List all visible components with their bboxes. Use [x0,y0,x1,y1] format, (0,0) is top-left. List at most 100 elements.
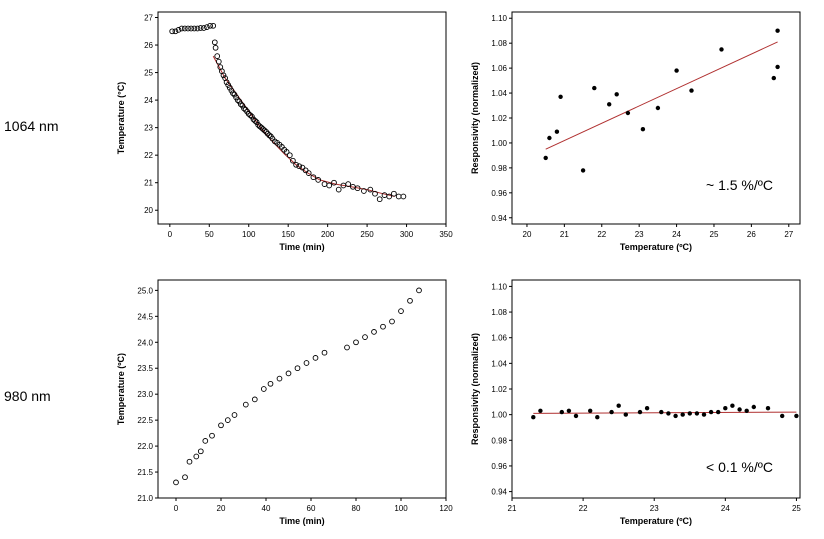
data-point [209,432,215,439]
y-tick-label: 0.94 [491,488,507,497]
data-point [640,127,646,132]
data-point [293,161,299,168]
data-point [592,85,597,91]
data-point [260,126,266,132]
data-point [202,438,209,444]
data-point [644,406,650,411]
row-label-1064: 1064 nm [4,118,59,134]
data-point [407,297,413,304]
y-tick-label: 0.96 [491,189,507,198]
data-point [212,44,219,51]
data-point [331,179,337,186]
data-point [197,25,204,31]
chart-bottom-left: 0 20 40 60 80 100 120 21.0 21.5 22.0 22.5 23.0 23.5 2… [116,279,453,526]
data-point [285,370,292,377]
data-point [249,113,255,120]
data-point [188,25,194,32]
data-point [614,92,619,97]
data-point [214,53,221,59]
data-point [730,403,735,408]
data-point [210,22,217,29]
data-point [266,132,273,139]
row-label-980: 980 nm [4,388,51,404]
data-point [794,413,799,419]
data-point [181,25,188,32]
data-point [239,102,246,109]
data-point [775,28,780,33]
data-point [197,448,204,455]
data-point [294,365,301,372]
y-tick-label: 0.98 [491,164,507,173]
data-point [780,413,785,419]
data-point [261,127,268,134]
data-point [538,408,543,413]
data-point [609,409,614,415]
data-point [312,355,319,361]
y-tick-label: 22 [144,151,153,160]
x-tick-label: 50 [205,230,214,239]
data-point [326,182,333,189]
y-axis-label: Responsivity (normalized) [470,333,480,445]
chart-top-right: 20 21 22 23 24 25 26 27 0.94 0.96 0.98 1.00 1.02 1.04… [470,11,801,252]
data-point [666,411,671,416]
data-point [231,412,238,418]
data-point [566,408,572,413]
data-point [321,181,328,187]
data-point [191,25,198,32]
data-point [296,163,303,170]
data-point [637,409,643,415]
data-point [558,94,563,100]
y-tick-label: 1.02 [491,385,507,394]
fit-line [533,411,797,414]
y-tick-label: 21.0 [137,494,153,503]
x-axis-label: Temperature (ºC) [620,516,692,526]
data-point [186,458,193,465]
data-point [395,193,402,200]
x-tick-label: 21 [508,504,517,513]
data-point [416,287,422,294]
data-point [655,105,661,111]
y-tick-label: 1.08 [491,39,507,48]
data-point [223,79,230,86]
y-tick-label: 1.02 [491,114,507,123]
y-tick-label: 25 [144,69,153,78]
x-tick-label: 100 [242,230,256,239]
data-point [231,91,238,98]
data-point [694,411,700,416]
y-axis-label: Temperature (ºC) [116,353,126,425]
x-tick-label: 23 [650,504,659,513]
data-point [224,417,231,423]
data-point [276,375,283,382]
data-point [367,186,374,193]
data-point [283,149,290,155]
fit-line [212,55,395,197]
y-tick-label: 1.06 [491,334,507,343]
x-tick-label: 0 [168,230,173,239]
data-point [595,415,600,420]
data-point [242,401,249,408]
data-point [580,168,586,173]
data-point [345,181,352,187]
data-point [258,124,265,131]
y-tick-label: 21.5 [137,468,153,477]
y-tick-label: 24.0 [137,338,153,347]
data-point [689,88,694,93]
data-point [354,185,361,192]
data-point [185,25,191,32]
x-tick-label: 20 [523,230,532,239]
x-tick-label: 120 [439,504,453,513]
y-tick-label: 25.0 [137,286,153,295]
data-point [381,192,388,198]
y-axis-label: Responsivity (normalized) [470,62,480,174]
data-point [302,167,309,174]
data-point [623,412,628,417]
x-tick-label: 300 [400,230,414,239]
data-point [172,28,179,35]
data-point [252,117,258,124]
data-point [207,22,213,29]
data-point [673,413,678,419]
data-point [286,152,293,159]
fit-line [545,41,778,150]
slope-annotation: ~ 1.5 %/ºC [706,177,773,193]
